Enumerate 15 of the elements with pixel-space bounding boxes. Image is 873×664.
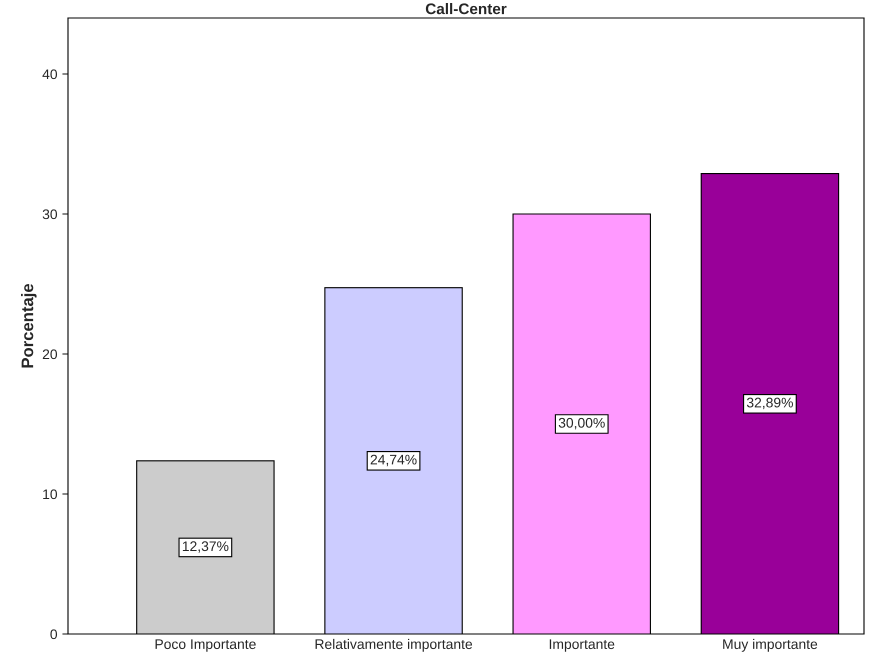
x-tick-label: Poco Importante [156, 639, 256, 652]
data-label: 24,74% [370, 454, 417, 466]
data-label: 32,89% [746, 398, 793, 410]
data-label: 12,37% [182, 541, 228, 553]
y-tick-label: 10 [43, 489, 58, 500]
x-tick-label: Muy importante [723, 638, 818, 652]
x-tick-label: Importante [550, 639, 614, 652]
y-tick-label: 40 [42, 69, 58, 80]
y-tick-label: 0 [50, 629, 58, 640]
y-tick-label: 20 [42, 349, 58, 360]
y-axis-title: Porcentaje [21, 284, 37, 368]
x-tick-label: Relativamente importante [316, 638, 472, 652]
chart-title: Call-Center [426, 3, 507, 14]
y-tick-label: 30 [42, 209, 58, 220]
data-label: 30,00% [558, 418, 605, 430]
